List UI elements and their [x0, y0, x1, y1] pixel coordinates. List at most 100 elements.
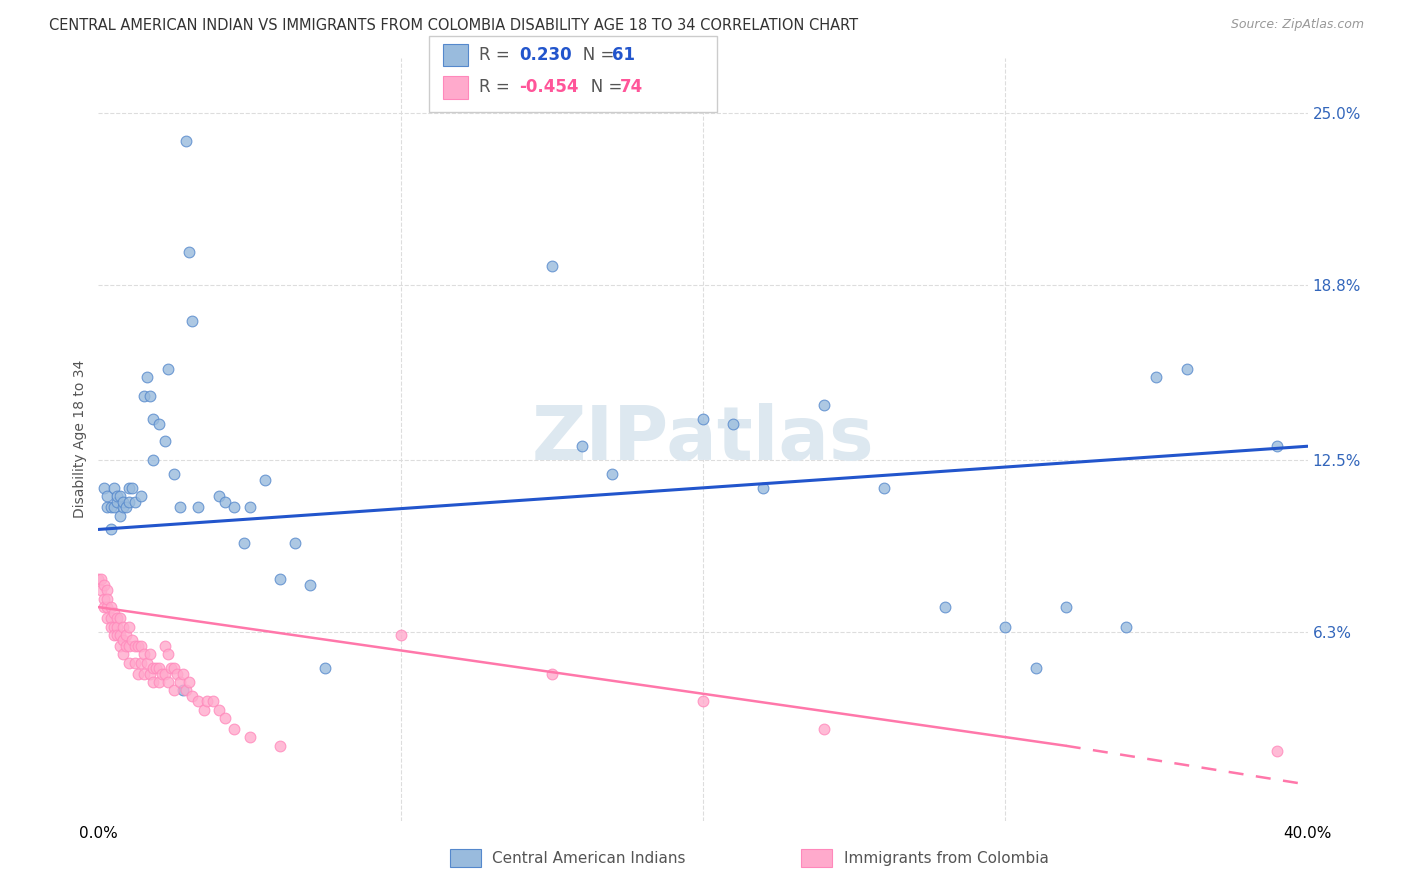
Point: [111, 500, 134, 515]
Point: [132, 389, 155, 403]
Point: [1024, 661, 1046, 675]
Point: [100, 600, 122, 615]
Point: [142, 411, 165, 425]
Point: [100, 500, 122, 515]
Point: [118, 656, 141, 670]
Point: [129, 639, 152, 653]
Point: [124, 639, 146, 653]
Point: [105, 619, 128, 633]
Text: 0.230: 0.230: [519, 46, 571, 64]
Point: [96, 583, 118, 598]
Point: [934, 600, 956, 615]
Point: [150, 666, 173, 681]
Point: [224, 722, 246, 736]
Point: [692, 411, 714, 425]
Point: [90, 583, 112, 598]
Point: [1175, 361, 1198, 376]
Point: [1267, 744, 1289, 758]
Point: [232, 536, 254, 550]
Point: [269, 573, 291, 587]
Point: [127, 639, 149, 653]
Point: [156, 675, 179, 690]
Point: [540, 666, 562, 681]
Point: [105, 628, 128, 642]
Point: [132, 647, 155, 661]
Point: [163, 467, 186, 481]
Point: [142, 453, 165, 467]
Text: R =: R =: [479, 46, 516, 64]
Point: [100, 611, 122, 625]
Point: [193, 703, 215, 717]
Point: [105, 489, 128, 503]
Point: [253, 473, 276, 487]
Point: [1115, 619, 1137, 633]
Point: [873, 481, 896, 495]
Point: [153, 434, 176, 448]
Point: [100, 523, 122, 537]
Point: [96, 500, 118, 515]
Point: [96, 600, 118, 615]
Point: [148, 417, 170, 431]
Point: [105, 494, 128, 508]
Point: [174, 134, 197, 148]
Point: [103, 500, 125, 515]
Point: [239, 500, 262, 515]
Point: [127, 666, 149, 681]
Point: [239, 731, 262, 745]
Point: [160, 661, 183, 675]
Point: [181, 314, 204, 328]
Point: [121, 633, 143, 648]
Text: 61: 61: [612, 46, 634, 64]
Point: [1054, 600, 1077, 615]
Point: [994, 619, 1017, 633]
Point: [132, 666, 155, 681]
Point: [145, 661, 167, 675]
Point: [103, 628, 125, 642]
Point: [156, 361, 179, 376]
Text: -0.454: -0.454: [519, 78, 578, 96]
Point: [156, 647, 179, 661]
Point: [139, 647, 162, 661]
Point: [129, 656, 152, 670]
Point: [174, 683, 197, 698]
Point: [172, 666, 194, 681]
Point: [224, 500, 246, 515]
Point: [389, 628, 412, 642]
Point: [114, 639, 136, 653]
Point: [105, 611, 128, 625]
Point: [813, 398, 835, 412]
Point: [571, 439, 593, 453]
Point: [813, 722, 835, 736]
Point: [103, 619, 125, 633]
Point: [153, 666, 176, 681]
Point: [163, 661, 186, 675]
Point: [114, 628, 136, 642]
Point: [142, 661, 165, 675]
Point: [153, 639, 176, 653]
Point: [187, 694, 209, 708]
Point: [108, 639, 131, 653]
Point: [169, 500, 191, 515]
Point: [96, 489, 118, 503]
Point: [1267, 439, 1289, 453]
Point: [602, 467, 624, 481]
Point: [214, 494, 236, 508]
Point: [103, 606, 125, 620]
Point: [172, 683, 194, 698]
Text: 74: 74: [620, 78, 644, 96]
Point: [111, 633, 134, 648]
Point: [179, 675, 201, 690]
Point: [187, 500, 209, 515]
Point: [214, 711, 236, 725]
Point: [284, 536, 307, 550]
Point: [540, 259, 562, 273]
Point: [142, 675, 165, 690]
Point: [148, 661, 170, 675]
Point: [96, 591, 118, 606]
Point: [93, 591, 115, 606]
Point: [111, 494, 134, 508]
Point: [195, 694, 218, 708]
Text: Source: ZipAtlas.com: Source: ZipAtlas.com: [1230, 18, 1364, 31]
Point: [90, 573, 112, 587]
Point: [121, 481, 143, 495]
